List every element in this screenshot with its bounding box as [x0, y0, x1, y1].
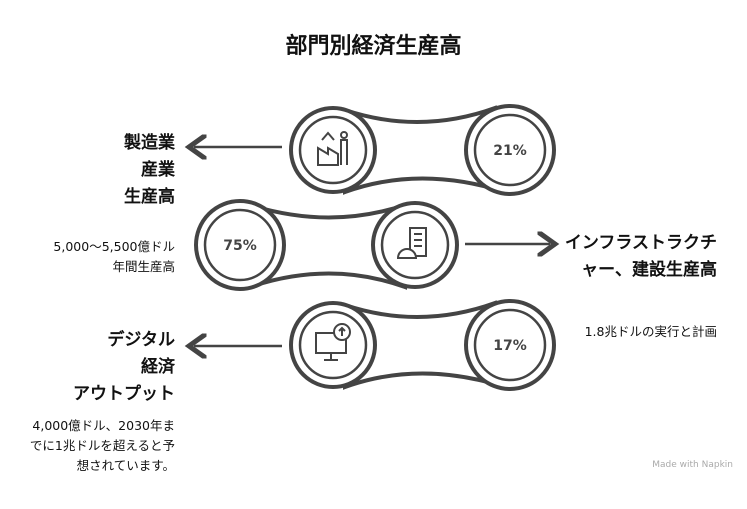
description-line: 5,000〜5,500億ドル — [53, 239, 175, 254]
heading-line: デジタル — [107, 330, 175, 350]
heading-line: アウトプット — [73, 384, 175, 404]
connector-digital — [289, 299, 556, 391]
heading-line: ャー、建設生産高 — [581, 260, 717, 280]
percent-infrastructure: 75% — [223, 238, 257, 254]
heading-line: 産業 — [141, 160, 175, 180]
watermark: Made with Napkin — [652, 460, 733, 470]
percent-digital: 17% — [493, 338, 527, 354]
digital-heading: デジタル 経済 アウトプット — [73, 327, 175, 408]
factory-icon — [317, 131, 348, 166]
page-title: 部門別経済生産高 — [285, 34, 462, 59]
heading-line: 生産高 — [124, 187, 175, 207]
description-line: でに1兆ドルを超えると予 — [29, 438, 175, 453]
description-line: 4,000億ドル、2030年ま — [32, 418, 175, 433]
description-line: 想されています。 — [76, 458, 175, 473]
percent-manufacturing: 21% — [493, 143, 527, 159]
infrastructure-description: 5,000〜5,500億ドル 年間生産高 — [53, 237, 175, 277]
infrastructure-heading: インフラストラクチ ャー、建設生産高 — [565, 230, 717, 284]
heading-line: インフラストラクチ — [564, 233, 717, 253]
infrastructure-note: 1.8兆ドルの実行と計画 — [584, 324, 717, 339]
heading-line: 製造業 — [124, 133, 175, 153]
connector-manufacturing — [289, 104, 556, 196]
construction-icon — [396, 227, 427, 259]
description-line: 年間生産高 — [112, 259, 175, 274]
manufacturing-heading: 製造業 産業 生産高 — [124, 130, 175, 211]
digital-description: 4,000億ドル、2030年ま でに1兆ドルを超えると予 想されています。 — [30, 416, 175, 476]
digital-monitor-icon — [315, 323, 351, 361]
heading-line: 経済 — [141, 357, 175, 377]
